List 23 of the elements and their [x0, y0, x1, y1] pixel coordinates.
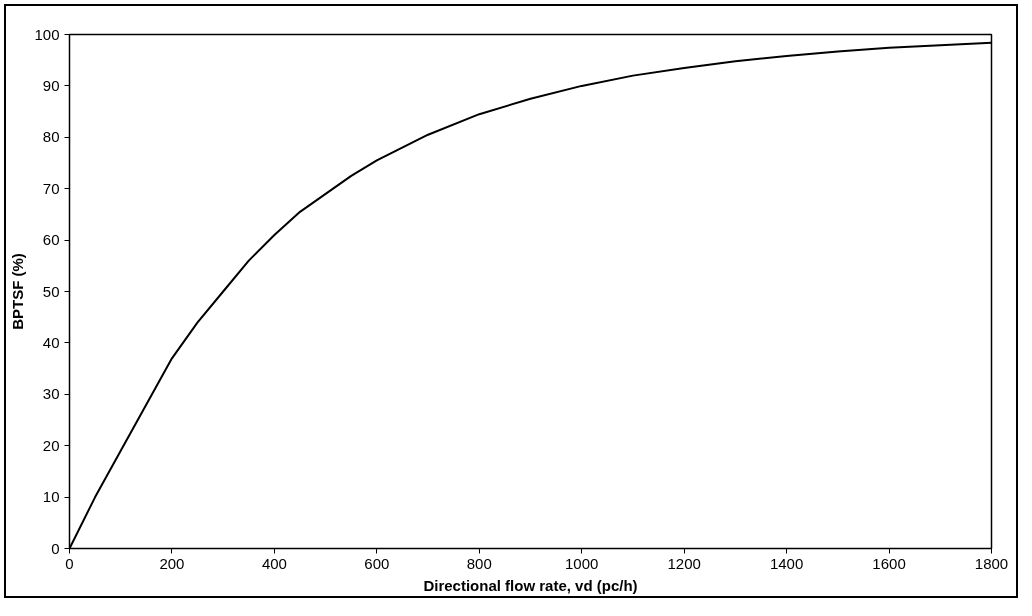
y-tick-label: 30: [42, 385, 60, 403]
y-tick-label: 100: [34, 25, 60, 43]
x-tick-label: 600: [364, 554, 390, 572]
x-tick-label: 1800: [974, 554, 1009, 572]
y-tick-label: 10: [42, 488, 60, 506]
y-tick-label: 0: [51, 539, 60, 557]
x-tick-label: 0: [65, 554, 74, 572]
y-tick-label: 90: [42, 76, 60, 94]
y-axis-title: BPTSF (%): [9, 253, 27, 330]
x-tick-label: 800: [466, 554, 492, 572]
x-tick-label: 400: [261, 554, 287, 572]
y-tick-label: 50: [42, 282, 60, 300]
y-tick-label: 70: [42, 179, 60, 197]
x-tick-label: 200: [159, 554, 185, 572]
y-tick-label: 80: [42, 128, 60, 146]
x-tick-label: 1600: [872, 554, 906, 572]
y-tick-label: 60: [42, 231, 60, 249]
y-tick-label: 40: [42, 333, 60, 351]
x-tick-label: 1000: [565, 554, 599, 572]
y-tick-label: 20: [42, 436, 60, 454]
x-axis-title: Directional flow rate, vd (pc/h): [423, 576, 638, 594]
x-tick-label: 1200: [667, 554, 701, 572]
x-tick-label: 1400: [769, 554, 804, 572]
